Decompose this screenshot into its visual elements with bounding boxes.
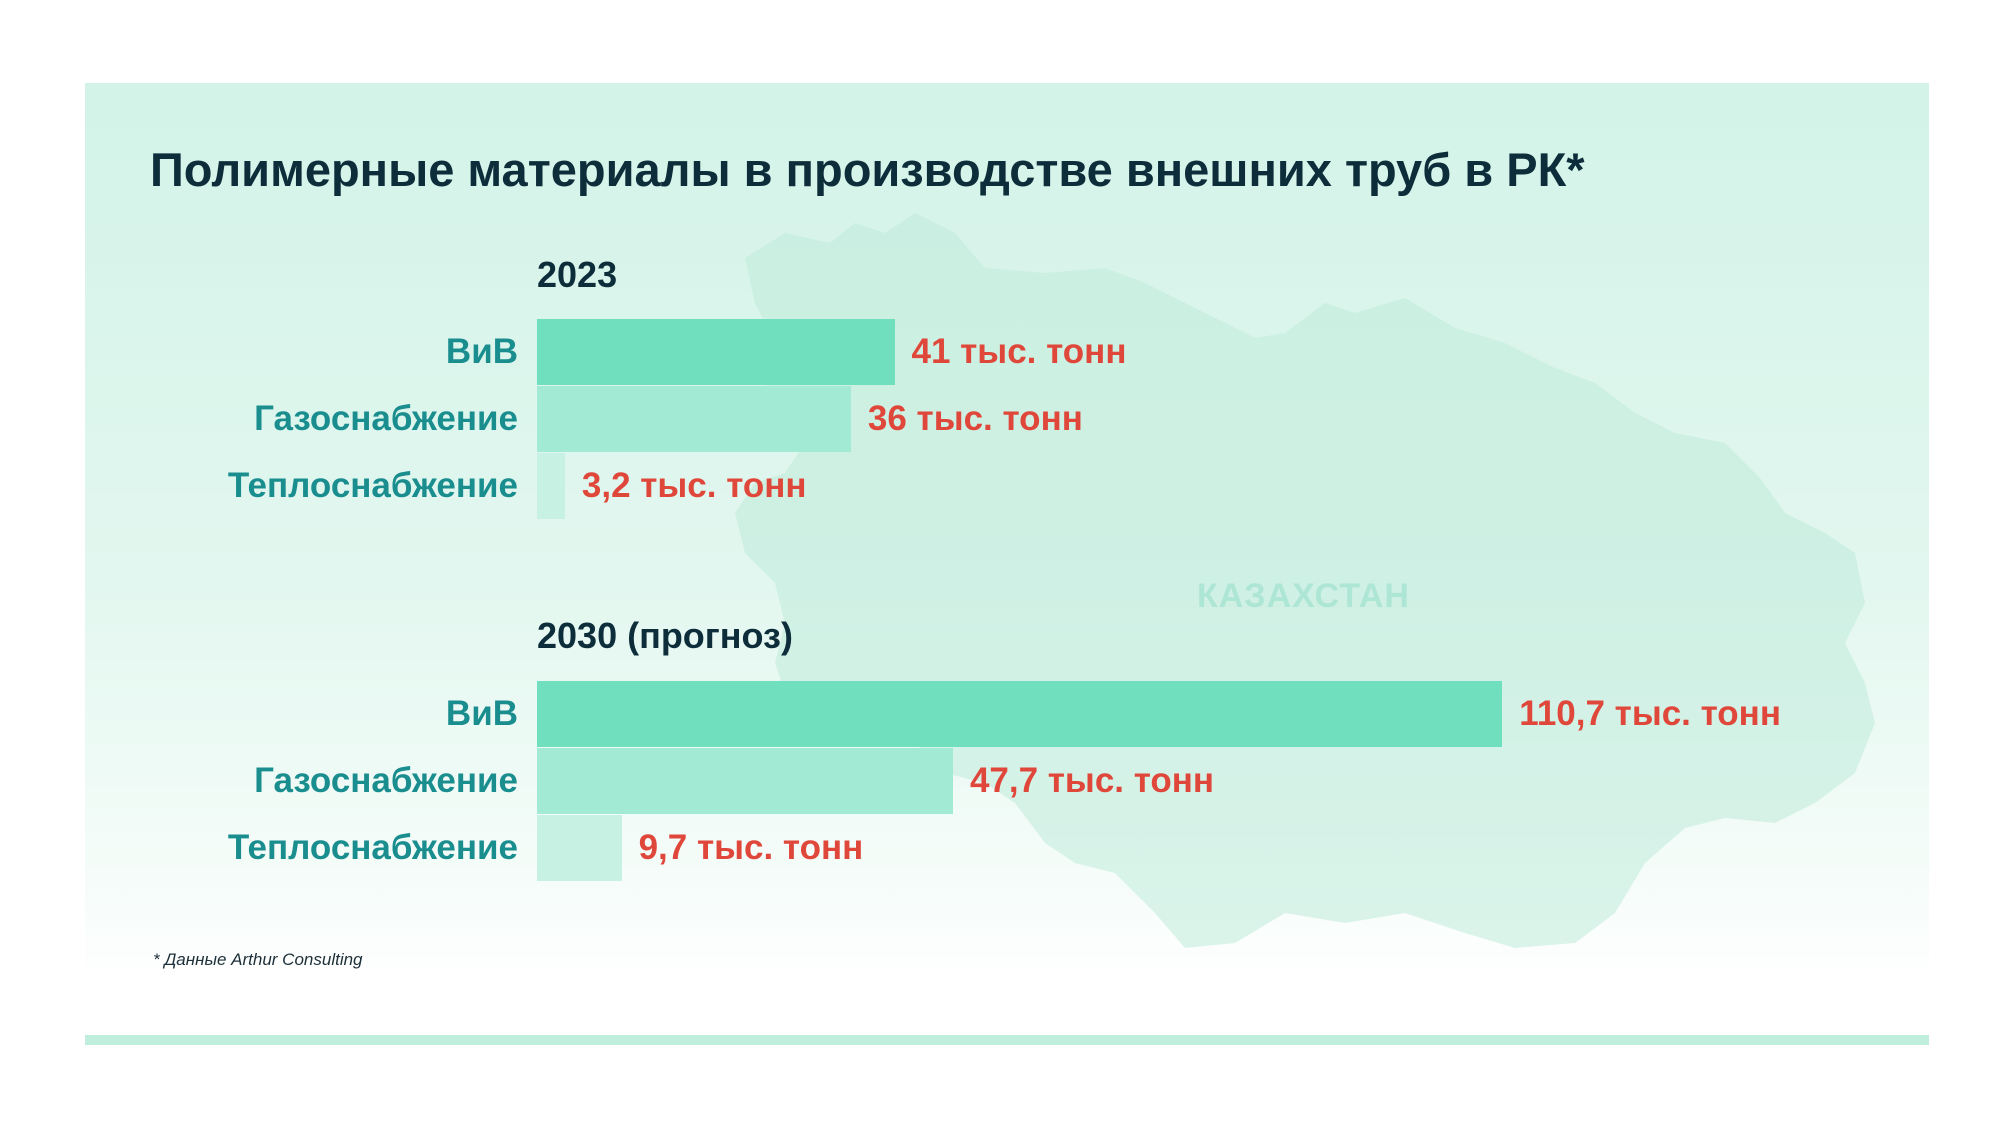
category-label: ВиВ xyxy=(445,694,518,733)
kazakhstan-map-silhouette xyxy=(735,213,1875,948)
bar xyxy=(537,319,895,385)
category-label: Газоснабжение xyxy=(254,761,518,800)
category-label: Теплоснабжение xyxy=(227,466,518,505)
bar xyxy=(537,453,565,519)
value-label: 9,7 тыс. тонн xyxy=(638,828,864,867)
chart-panel xyxy=(85,83,1929,983)
value-label: 47,7 тыс. тонн xyxy=(969,761,1215,800)
value-label: 36 тыс. тонн xyxy=(867,399,1083,438)
category-label: Теплоснабжение xyxy=(227,828,518,867)
category-label: ВиВ xyxy=(445,332,518,371)
bar xyxy=(537,681,1503,747)
value-label: 3,2 тыс. тонн xyxy=(581,466,807,505)
bar xyxy=(537,815,622,881)
group-title-2030: 2030 (прогноз) xyxy=(537,615,793,656)
group-title-2023: 2023 xyxy=(537,254,618,295)
value-label: 41 тыс. тонн xyxy=(911,332,1127,371)
category-label: Газоснабжение xyxy=(254,399,518,438)
chart-title: Полимерные материалы в производстве внеш… xyxy=(150,143,1585,196)
map-country-label: КАЗАХСТАН xyxy=(1197,577,1410,615)
bar xyxy=(537,748,953,814)
footnote: * Данные Arthur Consulting xyxy=(153,950,363,969)
value-label: 110,7 тыс. тонн xyxy=(1519,694,1781,733)
bar xyxy=(537,386,851,452)
bottom-accent-bar xyxy=(85,1035,1929,1045)
